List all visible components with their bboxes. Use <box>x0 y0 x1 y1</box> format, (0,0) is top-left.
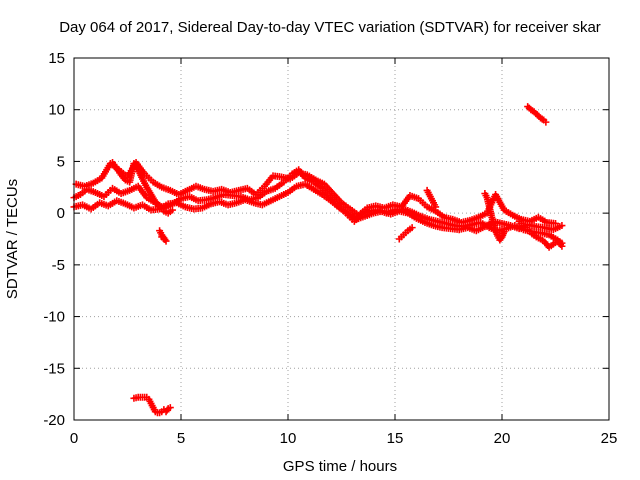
data-point <box>558 222 566 230</box>
y-tick-label: 0 <box>57 205 65 222</box>
x-tick-labels: 0 5 10 15 20 25 <box>70 430 618 447</box>
x-axis-label: GPS time / hours <box>283 458 397 475</box>
y-tick-label: -20 <box>43 412 65 429</box>
plot-frame <box>73 57 610 421</box>
y-tick-labels: -20 -15 -10 -5 0 5 10 15 <box>43 50 65 429</box>
data-point <box>166 404 174 412</box>
axis-ticks <box>73 57 610 421</box>
y-tick-label: -15 <box>43 360 65 377</box>
y-tick-label: -5 <box>52 257 65 274</box>
y-axis-label: SDTVAR / TECUs <box>4 179 21 299</box>
data-point <box>168 206 176 214</box>
y-tick-label: -10 <box>43 309 65 326</box>
x-tick-label: 10 <box>280 430 297 447</box>
data-point <box>542 118 550 126</box>
data-point <box>158 233 166 241</box>
y-tick-label: 5 <box>57 153 65 170</box>
x-tick-label: 25 <box>601 430 618 447</box>
x-tick-label: 20 <box>494 430 511 447</box>
x-tick-label: 5 <box>177 430 185 447</box>
data-point <box>432 203 440 211</box>
data-marks <box>70 103 566 417</box>
y-tick-label: 10 <box>48 102 65 119</box>
x-tick-label: 0 <box>70 430 78 447</box>
data-point <box>408 224 416 232</box>
x-tick-label: 15 <box>387 430 404 447</box>
data-point <box>552 219 559 227</box>
chart-title: Day 064 of 2017, Sidereal Day-to-day VTE… <box>59 19 601 36</box>
data-point <box>500 228 508 236</box>
data-point <box>558 242 566 250</box>
grid-lines <box>74 58 609 420</box>
y-tick-label: 15 <box>48 50 65 67</box>
